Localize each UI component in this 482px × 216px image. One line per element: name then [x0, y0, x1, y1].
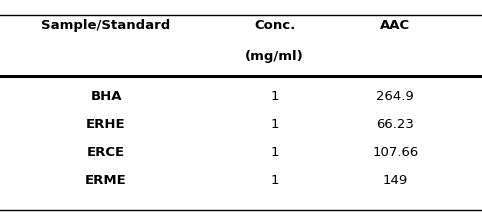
Text: 1: 1 [270, 174, 279, 187]
Text: 1: 1 [270, 90, 279, 103]
Text: AAC: AAC [380, 19, 410, 32]
Text: 264.9: 264.9 [376, 90, 414, 103]
Text: BHA: BHA [90, 90, 122, 103]
Text: ERCE: ERCE [87, 146, 125, 159]
Text: Sample/Standard: Sample/Standard [41, 19, 171, 32]
Text: ERHE: ERHE [86, 118, 126, 131]
Text: ERME: ERME [85, 174, 127, 187]
Text: 66.23: 66.23 [376, 118, 414, 131]
Text: 1: 1 [270, 146, 279, 159]
Text: Conc.: Conc. [254, 19, 295, 32]
Text: (mg/ml): (mg/ml) [245, 50, 304, 63]
Text: 107.66: 107.66 [372, 146, 418, 159]
Text: 149: 149 [383, 174, 408, 187]
Text: 1: 1 [270, 118, 279, 131]
